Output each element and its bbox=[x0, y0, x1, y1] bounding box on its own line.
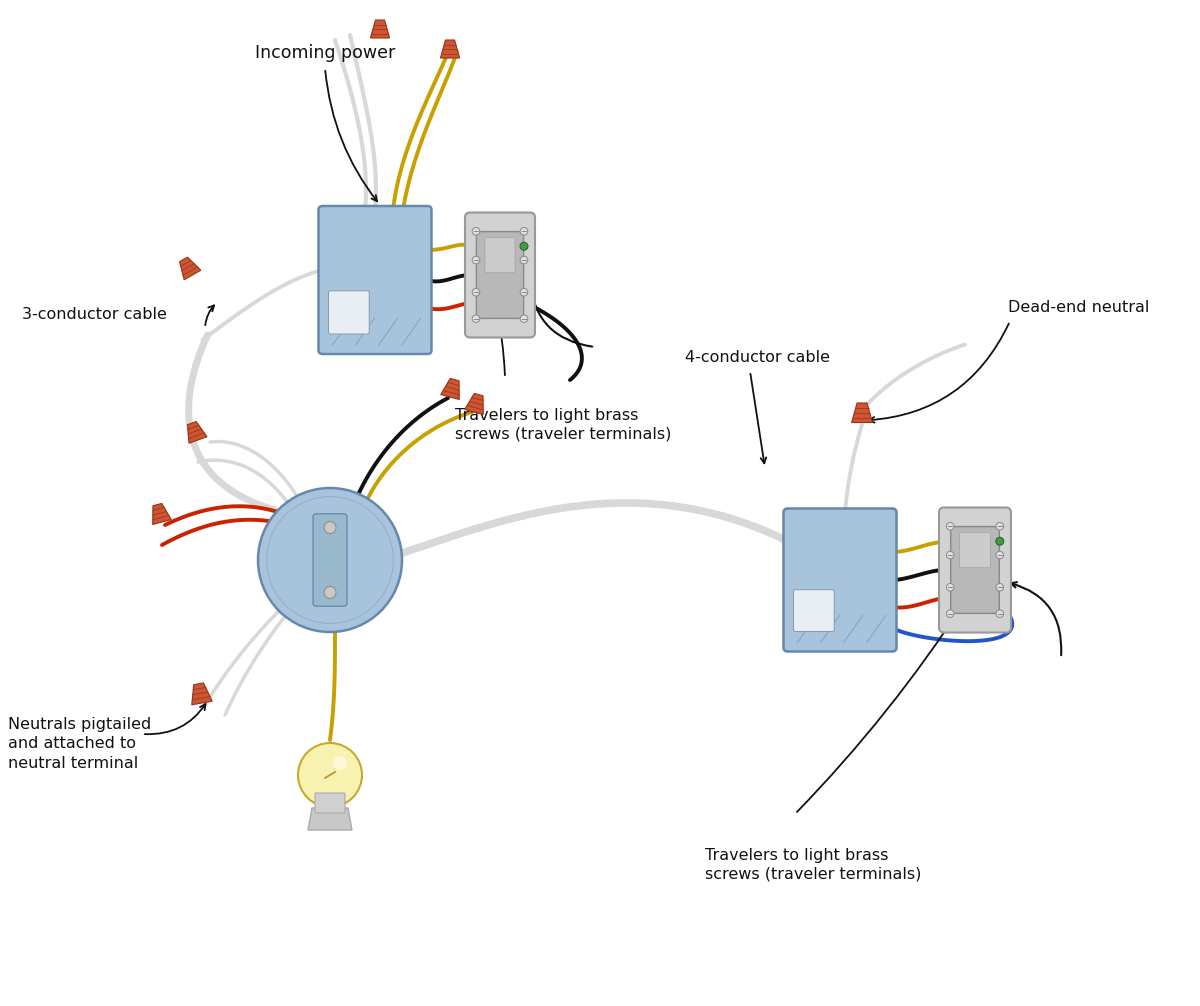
Circle shape bbox=[473, 289, 480, 296]
Polygon shape bbox=[440, 378, 460, 399]
Text: Dead-end neutral: Dead-end neutral bbox=[1008, 301, 1150, 316]
FancyBboxPatch shape bbox=[313, 514, 347, 607]
Circle shape bbox=[521, 315, 528, 323]
Circle shape bbox=[947, 610, 954, 618]
Circle shape bbox=[996, 583, 1003, 592]
Text: 3-conductor cable: 3-conductor cable bbox=[22, 307, 167, 322]
Circle shape bbox=[334, 756, 347, 770]
Text: 4-conductor cable: 4-conductor cable bbox=[685, 350, 830, 365]
Circle shape bbox=[521, 257, 528, 264]
Circle shape bbox=[473, 315, 480, 323]
FancyBboxPatch shape bbox=[314, 793, 346, 813]
Circle shape bbox=[324, 521, 336, 533]
Polygon shape bbox=[464, 393, 484, 414]
Circle shape bbox=[324, 586, 336, 599]
Circle shape bbox=[258, 488, 402, 632]
FancyBboxPatch shape bbox=[466, 212, 535, 337]
Text: Neutrals pigtailed
and attached to
neutral terminal: Neutrals pigtailed and attached to neutr… bbox=[8, 716, 151, 772]
Circle shape bbox=[996, 537, 1003, 545]
Text: Travelers to light brass
screws (traveler terminals): Travelers to light brass screws (travele… bbox=[455, 408, 671, 442]
Circle shape bbox=[947, 551, 954, 559]
FancyBboxPatch shape bbox=[476, 231, 523, 319]
Circle shape bbox=[298, 743, 362, 807]
Circle shape bbox=[521, 289, 528, 296]
Circle shape bbox=[521, 227, 528, 235]
Circle shape bbox=[947, 522, 954, 530]
Text: Incoming power: Incoming power bbox=[254, 44, 395, 62]
FancyBboxPatch shape bbox=[960, 532, 990, 567]
Polygon shape bbox=[152, 503, 172, 524]
Polygon shape bbox=[187, 422, 208, 444]
Circle shape bbox=[947, 583, 954, 592]
FancyBboxPatch shape bbox=[950, 526, 1000, 614]
Polygon shape bbox=[192, 683, 212, 705]
FancyBboxPatch shape bbox=[793, 590, 834, 632]
FancyBboxPatch shape bbox=[318, 206, 432, 354]
Circle shape bbox=[473, 227, 480, 235]
FancyBboxPatch shape bbox=[329, 291, 370, 334]
FancyBboxPatch shape bbox=[485, 237, 515, 273]
Circle shape bbox=[996, 610, 1003, 618]
Polygon shape bbox=[308, 808, 352, 830]
Text: Travelers to light brass
screws (traveler terminals): Travelers to light brass screws (travele… bbox=[706, 848, 922, 881]
Circle shape bbox=[473, 257, 480, 264]
Polygon shape bbox=[440, 40, 460, 58]
Polygon shape bbox=[852, 403, 872, 423]
Polygon shape bbox=[180, 258, 200, 280]
Circle shape bbox=[520, 242, 528, 250]
FancyBboxPatch shape bbox=[784, 508, 896, 652]
Circle shape bbox=[996, 522, 1003, 530]
Circle shape bbox=[996, 551, 1003, 559]
FancyBboxPatch shape bbox=[938, 507, 1010, 633]
Polygon shape bbox=[371, 20, 390, 38]
